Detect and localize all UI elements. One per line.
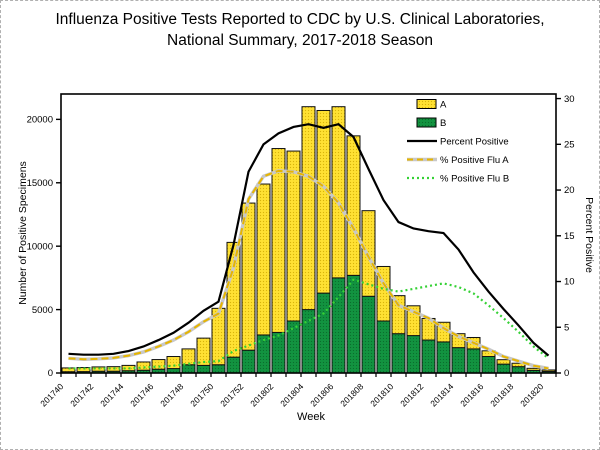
bar-segment-b (181, 364, 196, 374)
x-tick-label: 201802 (248, 381, 275, 408)
x-tick-label: 201750 (188, 381, 215, 408)
percent-lines (68, 122, 550, 371)
bar-segment-a (331, 106, 346, 279)
y-right-tick-label: 20 (564, 185, 575, 196)
y-axis-right-title: Percent Positive (583, 197, 595, 273)
bar-segment-b (271, 331, 286, 374)
legend-item-pct-flu-a: % Positive Flu A (407, 155, 509, 166)
line-percent-positive (68, 122, 550, 357)
y-left-tick-label: 0 (48, 368, 53, 379)
x-tick-label: 201808 (338, 381, 365, 408)
bar-segment-b (211, 364, 226, 374)
bar-segment-a (316, 109, 331, 294)
bar-segment-b (226, 356, 241, 374)
x-tick-label: 201742 (68, 381, 95, 408)
x-tick-label: 201806 (308, 381, 335, 408)
x-tick-label: 201818 (488, 381, 515, 408)
bar-segment-a (496, 359, 511, 365)
bar-segment-b (406, 335, 421, 374)
y-left-tick-label: 10000 (27, 241, 53, 252)
x-tick-label: 201816 (458, 381, 485, 408)
bar-segment-a (526, 367, 541, 371)
y-right-tick-label: 30 (564, 94, 575, 105)
x-axis: 201740 201742 201744 201746 201748 201750 2017… (38, 373, 557, 408)
x-tick-label: 201820 (518, 381, 545, 408)
bar-segment-b (466, 348, 481, 374)
bar-segment-a (196, 337, 211, 366)
chart-title: Influenza Positive Tests Reported to CDC… (1, 9, 599, 51)
y-axis-right: 0 5 10 15 20 25 30 (556, 94, 575, 379)
x-axis-title: Week (297, 411, 325, 423)
legend-label: B (440, 118, 446, 129)
bar-segment-b (376, 320, 391, 374)
legend-label: % Positive Flu B (440, 173, 509, 184)
legend-item-percent-positive: Percent Positive (407, 136, 509, 147)
legend-item-a: A (416, 99, 447, 110)
bar-segment-a (301, 106, 316, 311)
x-tick-label: 201804 (278, 381, 305, 408)
chart-title-line1: Influenza Positive Tests Reported to CDC… (55, 11, 545, 28)
x-tick-label: 201812 (398, 381, 425, 408)
legend-label: Percent Positive (440, 136, 509, 147)
bar-segment-a (136, 361, 151, 371)
bar-segment-b (421, 339, 436, 374)
y-left-tick-label: 20000 (27, 115, 53, 126)
bar-segment-a (271, 148, 286, 333)
chart-title-line2: National Summary, 2017-2018 Season (167, 32, 433, 49)
legend-swatch (416, 117, 437, 128)
legend-item-pct-flu-b: % Positive Flu B (407, 173, 509, 184)
y-right-tick-label: 15 (564, 231, 575, 242)
bar-segment-a (151, 359, 166, 370)
y-left-tick-label: 5000 (32, 305, 53, 316)
line-pct-flu-b (68, 278, 550, 370)
x-tick-label: 201746 (128, 381, 155, 408)
line-pct-flu-a (68, 169, 549, 370)
bar-segment-b (346, 274, 361, 374)
y-right-tick-label: 25 (564, 140, 575, 151)
y-right-tick-label: 10 (564, 277, 575, 288)
bar-segment-a (541, 369, 556, 372)
bar-segment-a (181, 348, 196, 366)
legend-swatch (416, 99, 437, 109)
bar-segment-b (196, 364, 211, 374)
bar-segment-a (256, 183, 271, 336)
bar-segment-a (286, 150, 301, 322)
plot-frame (60, 93, 557, 374)
x-tick-label: 201814 (428, 381, 455, 408)
bar-segment-a (511, 362, 526, 368)
bar-segment-b (241, 349, 256, 374)
y-left-tick-label: 15000 (27, 178, 53, 189)
bar-segment-b (436, 341, 451, 374)
x-tick-label: 201744 (98, 381, 125, 408)
bar-segment-a (346, 135, 361, 276)
bar-segment-b (496, 363, 511, 374)
bar-segment-b (286, 320, 301, 374)
y-right-tick-label: 0 (564, 368, 569, 379)
bar-segment-b (391, 333, 406, 374)
y-axis-left-title: Number of Positive Specimens (17, 161, 29, 305)
legend-label: % Positive Flu A (440, 155, 509, 166)
bar-segment-b (481, 356, 496, 374)
bar-segment-b (301, 309, 316, 374)
bar-segment-b (316, 292, 331, 374)
bar-segment-b (361, 295, 376, 374)
x-tick-label: 201752 (218, 381, 245, 408)
bar-segment-b (451, 347, 466, 374)
legend: AB Percent Positive % Positive Flu A % Posi… (407, 99, 509, 184)
x-tick-label: 201740 (38, 381, 65, 408)
x-tick-label: 201748 (158, 381, 185, 408)
legend-item-b: B (416, 117, 446, 129)
bar-segment-b (511, 366, 526, 374)
y-axis-left: 0 5000 10000 15000 20000 (27, 115, 61, 379)
legend-label: A (440, 99, 447, 110)
x-tick-label: 201810 (368, 381, 395, 408)
y-right-tick-label: 5 (564, 322, 569, 333)
